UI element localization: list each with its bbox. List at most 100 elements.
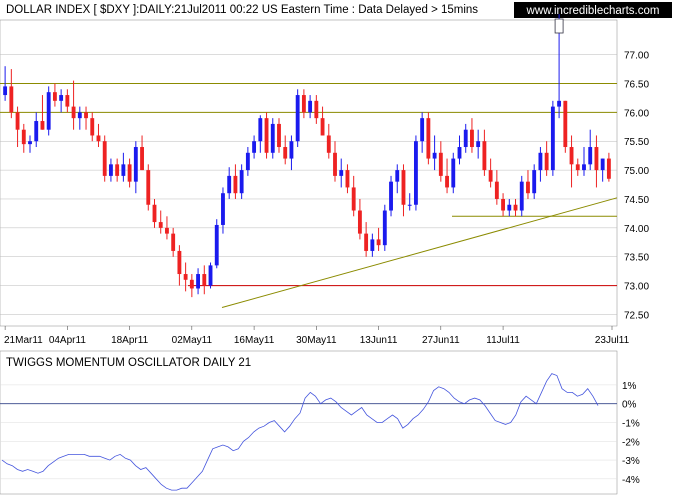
candle xyxy=(370,233,375,257)
candle-body xyxy=(588,147,593,165)
brand-label[interactable]: www.incrediblecharts.com xyxy=(526,5,660,17)
candle xyxy=(108,158,113,182)
x-tick-label: 02May11 xyxy=(172,335,213,346)
candle-body xyxy=(21,129,26,145)
candle xyxy=(52,83,57,107)
candle-body xyxy=(432,152,437,159)
candle-body xyxy=(252,141,257,153)
candle xyxy=(133,141,138,194)
candle-body xyxy=(3,86,8,96)
price-y-tick-label: 77.00 xyxy=(624,51,649,62)
candle-body xyxy=(526,181,530,194)
candle xyxy=(501,193,506,217)
candle xyxy=(345,164,350,194)
candle-body xyxy=(395,170,400,182)
oscillator-y-tick-label: -4% xyxy=(622,475,640,486)
candle-body xyxy=(357,210,362,234)
candle xyxy=(382,204,387,251)
candle xyxy=(438,141,443,182)
candle-body xyxy=(108,164,113,176)
candle-body xyxy=(15,112,20,130)
candle xyxy=(507,198,512,217)
candle xyxy=(326,123,331,159)
price-y-tick-label: 73.50 xyxy=(624,253,649,264)
candle-body xyxy=(482,141,487,171)
candle xyxy=(34,112,39,148)
x-tick-label: 30May11 xyxy=(296,335,337,346)
candle-body xyxy=(494,181,499,199)
candle-body xyxy=(46,92,51,130)
candle-body xyxy=(320,118,325,136)
candle xyxy=(233,164,238,199)
candle-body xyxy=(214,224,219,266)
candle xyxy=(15,106,20,148)
candle-body xyxy=(364,233,369,251)
candle xyxy=(90,112,95,142)
candle-body xyxy=(438,152,443,176)
candle-body xyxy=(420,118,425,142)
candle-body xyxy=(519,181,524,211)
candle-body xyxy=(270,123,275,153)
candle-body xyxy=(65,95,70,107)
candle xyxy=(115,158,120,182)
price-y-tick-label: 73.00 xyxy=(624,282,649,293)
candle-body xyxy=(239,170,244,194)
candle xyxy=(550,100,555,176)
candle xyxy=(21,123,26,153)
candle-body xyxy=(28,141,32,145)
candle xyxy=(364,222,369,257)
candle-body xyxy=(52,92,57,101)
candle-body xyxy=(158,222,163,228)
candle xyxy=(588,129,593,171)
candle-body xyxy=(208,265,213,286)
candle-body xyxy=(532,170,537,194)
oscillator-y-ticks: 1% 0% -1% -2% -3% -4% xyxy=(622,381,640,486)
candle xyxy=(208,262,213,289)
candle xyxy=(470,118,474,153)
candle-body xyxy=(277,123,281,148)
candle xyxy=(177,245,182,286)
candle xyxy=(594,135,599,188)
candle xyxy=(221,187,225,234)
candle xyxy=(333,141,337,182)
candle-body xyxy=(488,170,493,182)
price-y-tick-label: 76.50 xyxy=(624,80,649,91)
candle xyxy=(526,170,530,199)
candle-body xyxy=(133,147,138,182)
candle-body xyxy=(127,164,132,182)
candle-body xyxy=(115,164,120,176)
candle-body xyxy=(413,141,418,205)
oscillator-y-tick-label: -2% xyxy=(622,437,640,448)
candle-body xyxy=(557,100,562,107)
candle xyxy=(295,89,300,148)
candle-body xyxy=(121,164,126,176)
candle xyxy=(420,112,425,153)
candle-body xyxy=(177,250,182,275)
candle-body xyxy=(407,204,412,206)
candle xyxy=(575,158,580,176)
candle xyxy=(389,175,393,217)
candle xyxy=(59,89,64,113)
candle xyxy=(127,158,132,188)
candle-body xyxy=(451,158,456,188)
candle xyxy=(582,147,586,176)
x-tick-label: 23Jul11 xyxy=(595,335,630,346)
price-y-tick-label: 74.50 xyxy=(624,195,649,206)
candle-body xyxy=(470,129,474,148)
candle-body xyxy=(382,210,387,246)
price-candles xyxy=(3,14,611,298)
candle xyxy=(314,95,319,124)
candle xyxy=(488,158,493,188)
candle-body xyxy=(283,147,288,159)
candle-body xyxy=(575,164,580,171)
candle-body xyxy=(426,118,431,159)
candle xyxy=(494,170,499,205)
oscillator-line xyxy=(1,373,599,491)
candle xyxy=(395,164,400,194)
candle-body xyxy=(538,152,543,171)
candle xyxy=(308,95,313,119)
price-levels xyxy=(0,83,618,309)
candle xyxy=(401,164,406,217)
candle xyxy=(513,198,518,217)
